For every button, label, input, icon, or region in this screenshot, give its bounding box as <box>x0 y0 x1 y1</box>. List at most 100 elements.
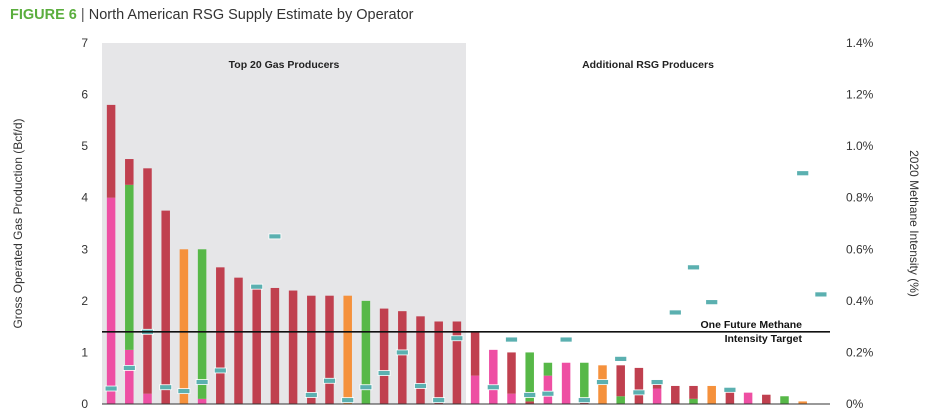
bar-19-segment-1-red <box>434 321 443 404</box>
right-tick-label: 1.4% <box>846 36 874 50</box>
bar-21 <box>470 331 480 404</box>
left-axis-ticks: 0 1 2 3 4 5 6 7 <box>81 36 88 411</box>
bar-26 <box>561 362 571 404</box>
left-tick-label: 7 <box>81 36 88 50</box>
bar-2-segment-1-pink <box>125 349 134 404</box>
bar-30-segment-1-red <box>634 367 644 404</box>
left-tick-label: 1 <box>81 345 88 359</box>
bar-1-segment-1-pink <box>106 197 116 404</box>
intensity-marker-23 <box>505 336 518 343</box>
bar-3 <box>143 168 152 404</box>
intensity-marker-31 <box>650 379 664 385</box>
intensity-marker-26 <box>559 336 573 343</box>
intensity-marker-6 <box>195 379 209 385</box>
bar-39 <box>798 401 807 404</box>
intensity-marker-9 <box>250 283 264 290</box>
bar-13-segment-1-red <box>325 295 334 404</box>
intensity-marker-13 <box>323 377 336 384</box>
figure-title: FIGURE 6 | North American RSG Supply Est… <box>10 7 414 23</box>
bar-30 <box>634 367 644 404</box>
region-label-top-producers: Top 20 Gas Producers <box>229 59 340 71</box>
bar-4 <box>161 210 170 404</box>
bar-22-segment-1-pink <box>489 349 498 404</box>
right-tick-label: 0% <box>846 397 864 411</box>
right-tick-label: 0.4% <box>846 294 874 308</box>
bar-27-segment-2-green <box>580 362 589 402</box>
intensity-marker-28 <box>596 379 609 385</box>
bar-12 <box>307 295 316 404</box>
intensity-target-label-line-2: Intensity Target <box>725 333 803 345</box>
bar-15 <box>361 300 371 404</box>
bar-11-segment-1-red <box>288 290 298 404</box>
bar-24-segment-1-red <box>525 401 534 404</box>
bar-22 <box>489 349 498 404</box>
bar-6-segment-2-green <box>197 249 207 399</box>
intensity-marker-2 <box>122 364 136 371</box>
right-tick-label: 1.2% <box>846 88 874 102</box>
intensity-marker-22 <box>486 384 500 391</box>
bar-16-segment-1-red <box>379 308 389 404</box>
intensity-marker-1 <box>104 385 118 392</box>
bar-36-segment-1-pink <box>743 392 753 404</box>
bar-38-segment-1-green <box>780 396 789 404</box>
right-axis-title: 2020 Methane Intensity (%) <box>907 150 921 297</box>
right-axis-ticks: 0% 0.2% 0.4% 0.6% 0.8% 1.0% 1.2% 1.4% <box>846 36 874 411</box>
intensity-marker-18 <box>414 383 427 389</box>
bar-11 <box>288 290 298 404</box>
intensity-marker-40 <box>814 291 828 298</box>
intensity-target-label-line-1: One Future Methane <box>700 319 802 331</box>
intensity-marker-5 <box>177 388 191 395</box>
intensity-marker-29 <box>614 355 628 362</box>
region-label-additional-producers: Additional RSG Producers <box>582 59 714 71</box>
intensity-marker-25 <box>541 390 555 397</box>
bar-35-segment-1-red <box>725 391 735 404</box>
bar-9-segment-1-red <box>252 285 261 404</box>
left-tick-label: 0 <box>81 397 88 411</box>
bar-29-segment-2-red <box>616 365 625 397</box>
bar-12-segment-1-red <box>307 295 316 404</box>
intensity-marker-39 <box>796 170 810 177</box>
bar-18-segment-1-red <box>416 316 425 404</box>
bar-39-segment-1-orange <box>798 401 807 404</box>
bar-32 <box>671 385 680 404</box>
bar-7-segment-1-red <box>216 267 225 404</box>
right-tick-label: 1.0% <box>846 139 874 153</box>
bar-17 <box>398 311 407 404</box>
bar-23 <box>507 352 516 404</box>
bar-6-segment-1-pink <box>197 398 207 404</box>
bar-23-segment-1-pink <box>507 393 516 404</box>
intensity-marker-34 <box>705 299 719 306</box>
bar-14-segment-1-orange <box>343 295 352 404</box>
right-tick-label: 0.8% <box>846 191 874 205</box>
bar-29 <box>616 365 625 404</box>
left-tick-label: 4 <box>81 191 88 205</box>
bar-25-segment-2-green <box>543 362 553 376</box>
intensity-marker-24 <box>523 392 537 398</box>
bar-21-segment-1-pink <box>470 375 480 404</box>
bar-8-segment-1-red <box>234 277 243 404</box>
bar-7 <box>216 267 225 404</box>
bar-23-segment-2-red <box>507 352 516 394</box>
bar-18 <box>416 316 425 404</box>
bar-19 <box>434 321 443 404</box>
bar-4-segment-1-red <box>161 210 170 404</box>
bar-25-segment-1-pink <box>543 375 553 404</box>
bar-14 <box>343 295 352 404</box>
bar-2 <box>125 159 134 404</box>
bar-33 <box>689 385 698 404</box>
intensity-marker-4 <box>159 384 173 391</box>
bar-6 <box>197 249 207 404</box>
bar-24 <box>525 352 534 404</box>
bar-3-segment-2-red <box>143 168 152 394</box>
bars-layer <box>106 104 807 404</box>
intensity-marker-7 <box>213 367 227 374</box>
intensity-marker-33 <box>687 264 700 271</box>
bar-24-segment-2-green <box>525 352 534 402</box>
right-tick-label: 0.2% <box>846 345 874 359</box>
bar-31-segment-1-pink <box>652 388 662 404</box>
intensity-marker-14 <box>341 397 355 404</box>
bar-17-segment-1-red <box>398 311 407 404</box>
left-tick-label: 3 <box>81 242 88 256</box>
left-tick-label: 2 <box>81 294 88 308</box>
